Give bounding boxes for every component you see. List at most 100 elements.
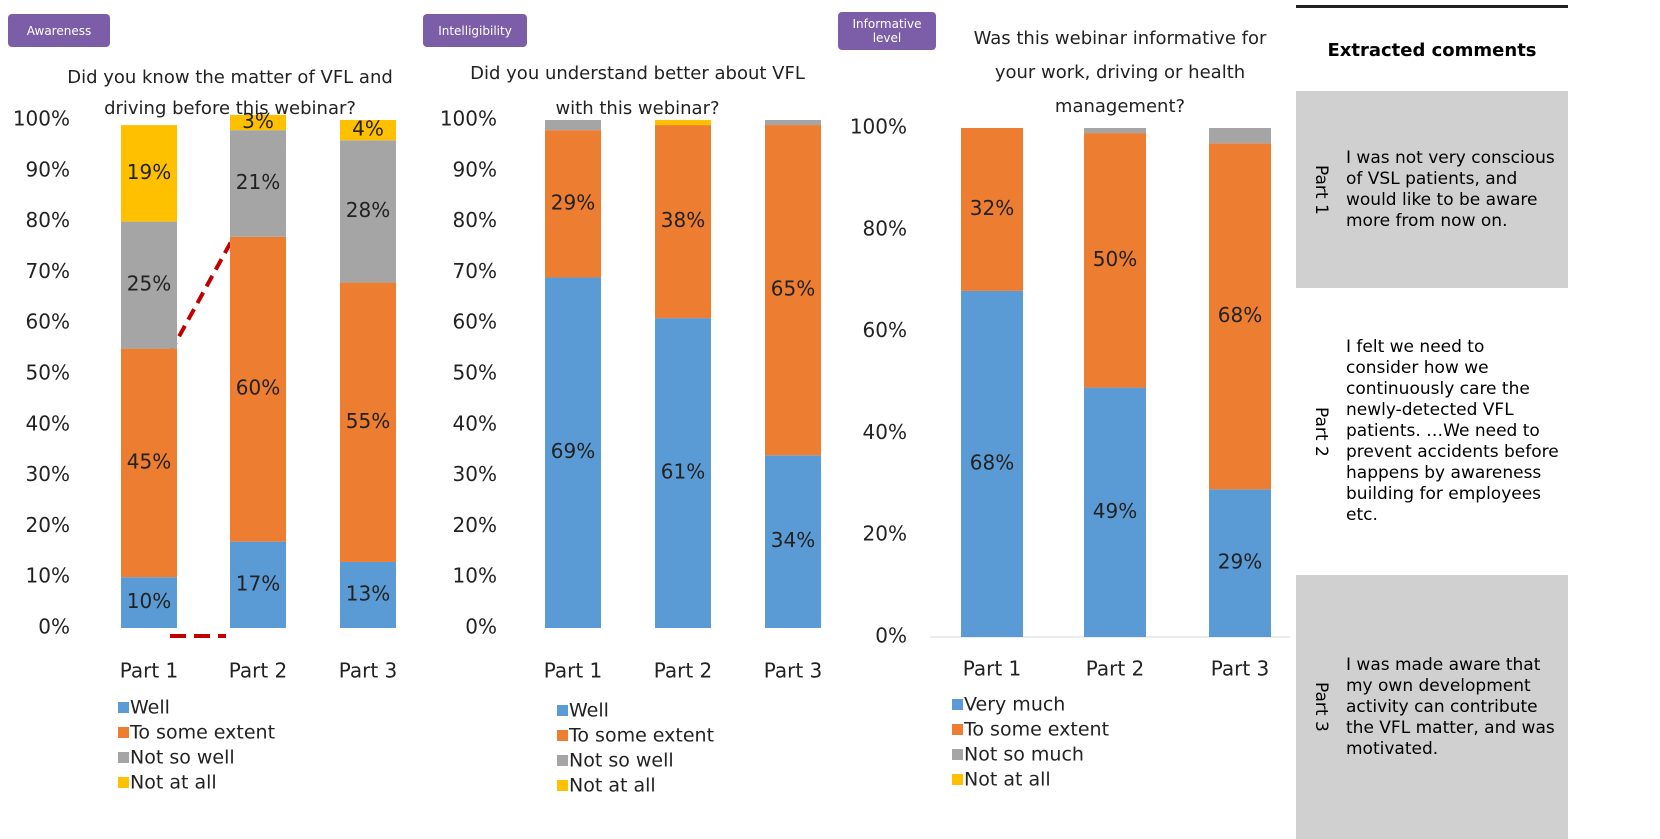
legend-swatch [557, 730, 568, 741]
legend-label: Not at all [964, 769, 1051, 791]
data-label: 45% [127, 449, 171, 473]
y-tick-label: 80% [26, 208, 70, 232]
bar-segment [121, 221, 177, 349]
y-tick-label: 60% [453, 310, 497, 334]
data-label: 32% [970, 196, 1014, 220]
row-label: Part 1 [1311, 164, 1331, 215]
y-tick-label: 30% [26, 462, 70, 486]
badge: Intelligibility [423, 14, 527, 47]
badge: Informative level [838, 12, 936, 50]
data-label: 60% [236, 376, 280, 400]
legend-label: Well [569, 700, 609, 722]
legend-swatch [118, 752, 129, 763]
y-tick-label: 80% [453, 208, 497, 232]
data-label: 10% [127, 589, 171, 613]
bar-segment [340, 561, 396, 628]
y-tick-label: 50% [26, 361, 70, 385]
legend-swatch [557, 755, 568, 766]
comment-text: I felt we need to consider how we contin… [1346, 337, 1559, 525]
legend-label: Not at all [569, 775, 656, 797]
chart-title: Did you know the matter of VFL and drivi… [67, 67, 393, 119]
bar-segment [340, 282, 396, 562]
badge: Awareness [8, 14, 110, 47]
y-tick-label: 70% [26, 259, 70, 283]
legend-label: Not so well [130, 747, 235, 769]
data-label: 19% [127, 160, 171, 184]
data-label: 3% [242, 109, 274, 133]
legend-label: Very much [964, 694, 1065, 716]
y-tick-label: 20% [26, 513, 70, 537]
y-tick-label: 60% [26, 310, 70, 334]
bar-segment [765, 120, 821, 126]
chart-title: Was this webinar informative for your wo… [973, 28, 1267, 117]
comment-row: Part 2 I felt we need to consider how we… [1296, 288, 1568, 575]
bar-segment [1209, 128, 1271, 144]
y-tick-label: 20% [453, 513, 497, 537]
legend-label: Not so well [569, 750, 674, 772]
bar-segment [655, 120, 711, 126]
legend-swatch [952, 749, 963, 760]
bar-segment [121, 577, 177, 628]
data-label: 68% [970, 450, 1014, 474]
y-tick-label: 0% [38, 615, 70, 639]
data-label: 61% [661, 460, 705, 484]
y-tick-label: 90% [453, 157, 497, 181]
y-tick-label: 20% [863, 522, 907, 546]
legend-swatch [118, 702, 129, 713]
bar-segment [545, 120, 601, 131]
data-label: 38% [661, 208, 705, 232]
bar-segment [655, 125, 711, 319]
chart-title: Did you understand better about VFL with… [470, 63, 805, 119]
legend-swatch [557, 705, 568, 716]
x-tick-label: Part 1 [120, 659, 179, 683]
comment-text: I was not very conscious of VSL patients… [1346, 147, 1555, 231]
x-tick-label: Part 2 [654, 659, 713, 683]
data-label: 49% [1093, 499, 1137, 523]
legend-label: To some extent [568, 725, 714, 747]
bar-segment [545, 130, 601, 278]
bar-segment [961, 128, 1023, 291]
bar-segment [1209, 489, 1271, 637]
bar-segment [765, 125, 821, 456]
y-tick-label: 70% [453, 259, 497, 283]
legend-label: Well [130, 697, 170, 719]
legend-label: Not at all [130, 772, 217, 794]
x-tick-label: Part 3 [1211, 657, 1270, 681]
data-label: 69% [551, 439, 595, 463]
data-label: 68% [1218, 303, 1262, 327]
data-label: 21% [236, 170, 280, 194]
data-label: 29% [551, 190, 595, 214]
x-tick-label: Part 2 [1086, 657, 1145, 681]
y-tick-label: 50% [453, 361, 497, 385]
bar-segment [230, 236, 286, 542]
legend-swatch [952, 724, 963, 735]
data-label: 4% [352, 117, 384, 141]
comment-row: Part 3 I was made aware that my own deve… [1296, 575, 1568, 839]
x-tick-label: Part 1 [963, 657, 1022, 681]
y-tick-label: 100% [850, 115, 907, 139]
y-tick-label: 80% [863, 216, 907, 240]
bar-segment [1209, 143, 1271, 490]
bar-segment [1084, 133, 1146, 388]
legend-label: To some extent [963, 719, 1109, 741]
legend-label: Not so much [964, 744, 1084, 766]
row-label: Part 2 [1311, 406, 1331, 457]
y-tick-label: 100% [13, 107, 70, 131]
bar-segment [340, 140, 396, 283]
bar-segment [1084, 387, 1146, 637]
data-label: 29% [1218, 550, 1262, 574]
y-tick-label: 0% [465, 615, 497, 639]
y-tick-label: 60% [863, 318, 907, 342]
y-tick-label: 90% [26, 157, 70, 181]
annotation-line [168, 239, 234, 354]
comment-text: I was made aware that my own development… [1346, 654, 1555, 759]
x-tick-label: Part 1 [544, 659, 603, 683]
legend-swatch [557, 780, 568, 791]
bar-segment [230, 130, 286, 237]
bar-segment [121, 125, 177, 222]
y-tick-label: 40% [26, 411, 70, 435]
y-tick-label: 0% [875, 624, 907, 648]
data-label: 13% [346, 581, 390, 605]
data-label: 17% [236, 571, 280, 595]
